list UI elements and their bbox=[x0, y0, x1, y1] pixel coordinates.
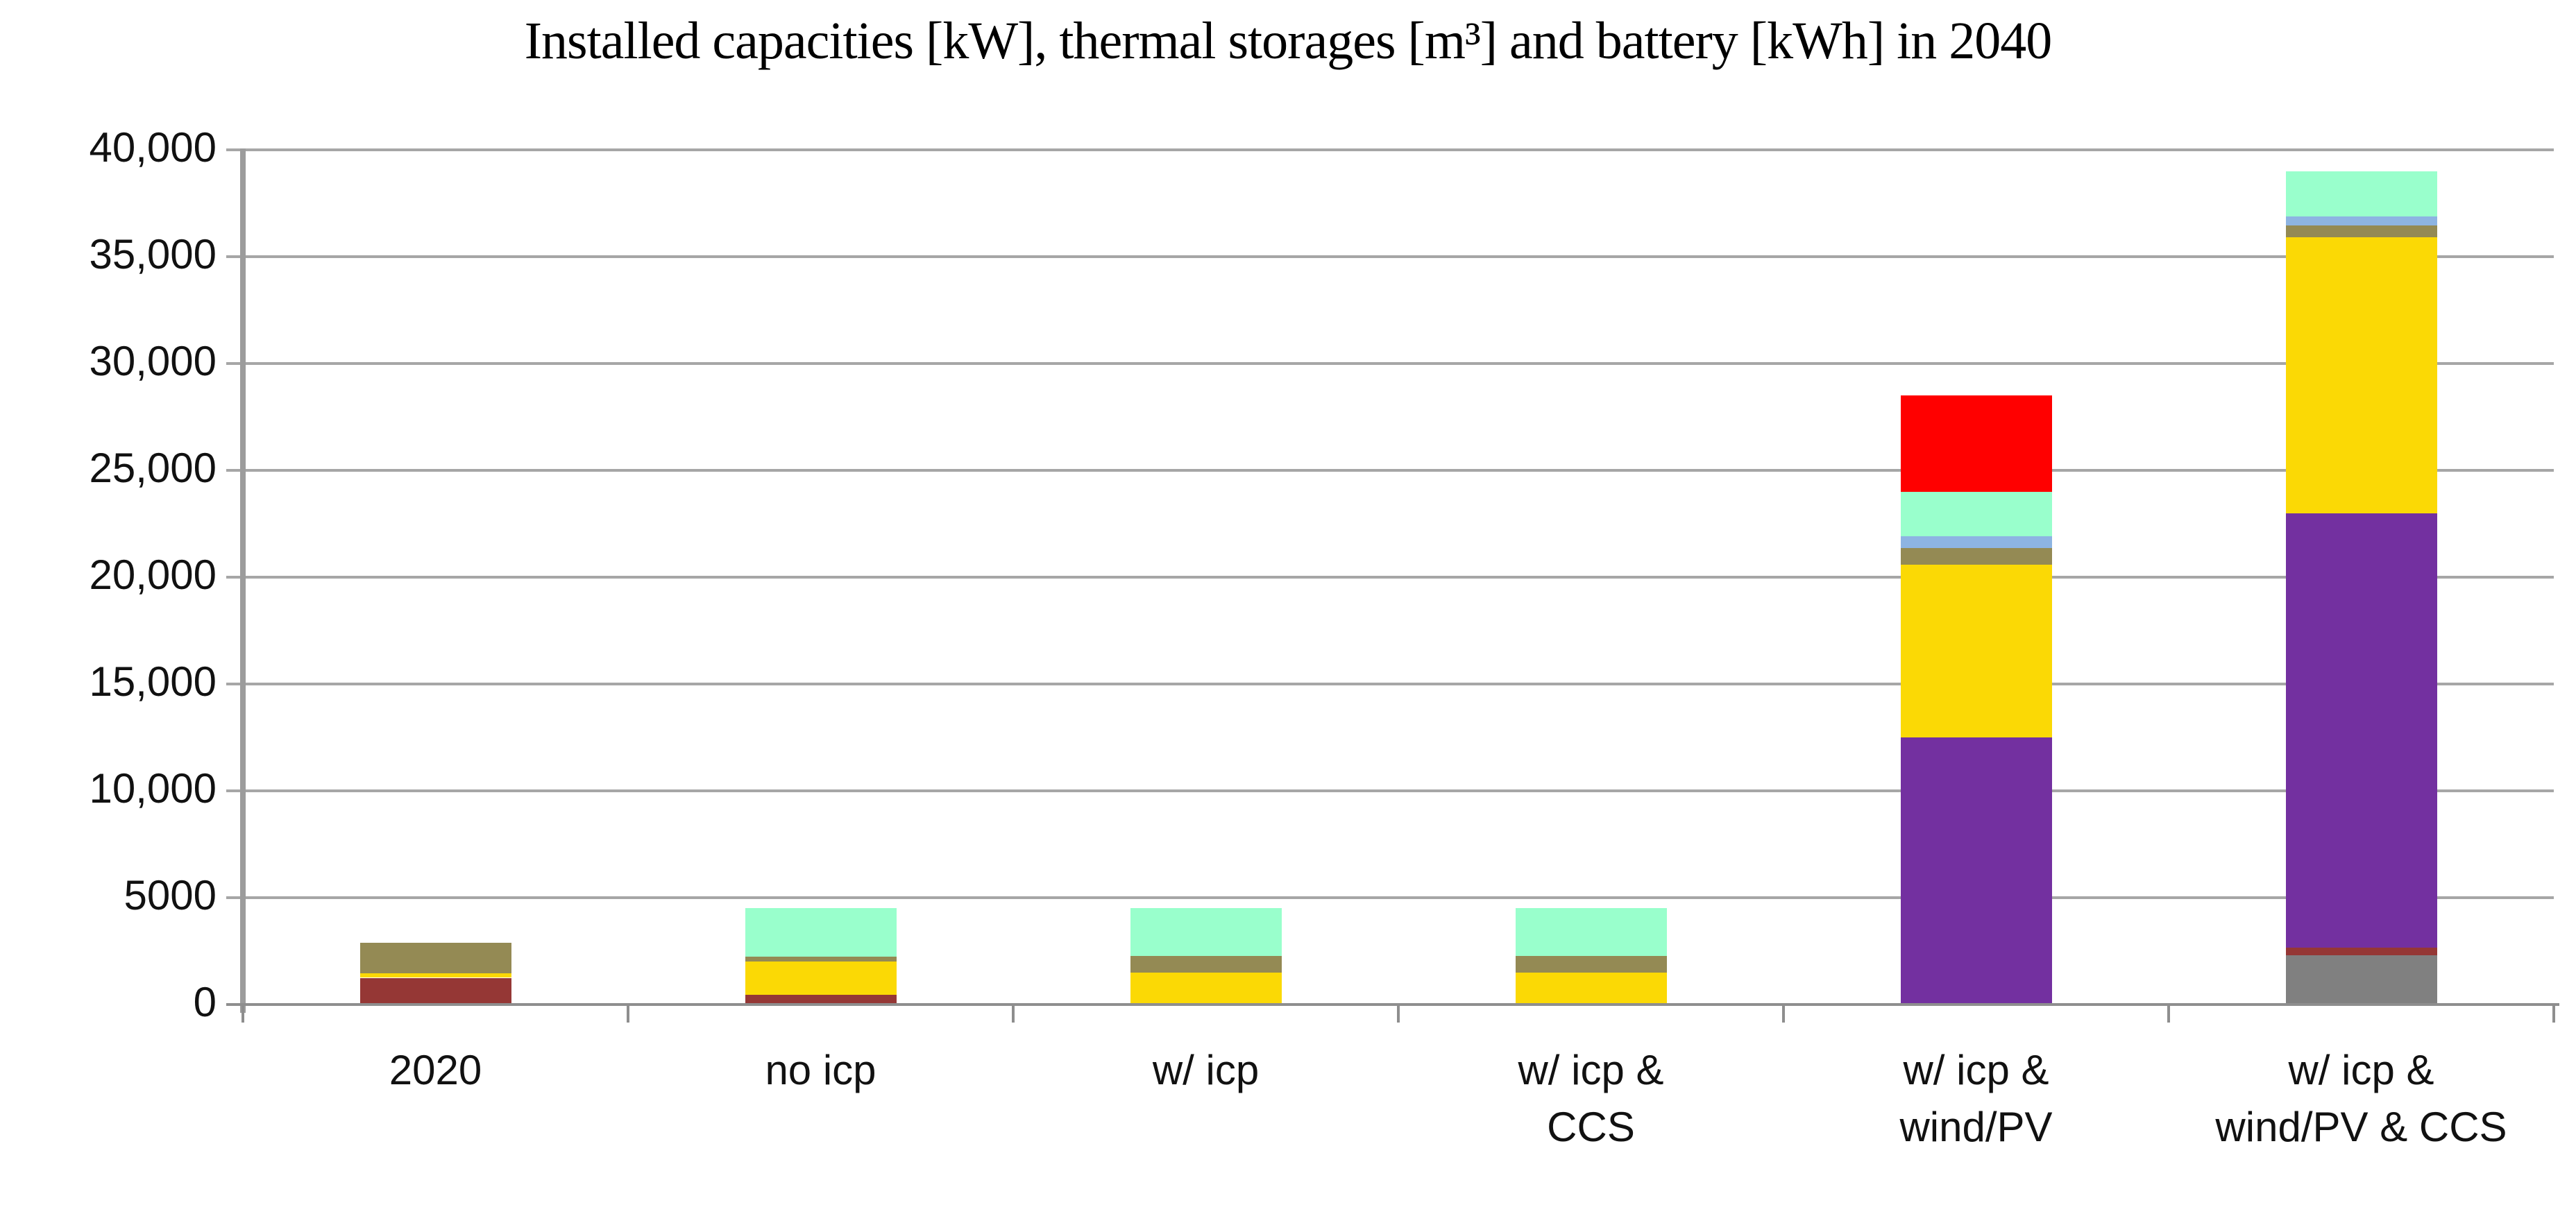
bar-no-icp-yellow-segment bbox=[745, 962, 897, 995]
gridline-y-30000 bbox=[226, 362, 2554, 365]
x-axis-tick-1 bbox=[627, 1005, 629, 1023]
x-category-label-w-icp-wind-pv: w/ icp & wind/PV bbox=[1783, 1042, 2169, 1156]
y-tick-label-5000: 5000 bbox=[124, 872, 217, 918]
x-category-label-line: w/ icp & bbox=[1518, 1047, 1664, 1093]
x-axis-line bbox=[226, 1003, 2559, 1006]
y-tick-label-20,000: 20,000 bbox=[89, 552, 217, 598]
x-axis-tick-0 bbox=[242, 1005, 244, 1023]
bar-w-icp-yellow-segment bbox=[1130, 972, 1282, 1005]
gridline-y-25000 bbox=[226, 469, 2554, 472]
bar-no-icp-dark-red-segment bbox=[745, 995, 897, 1005]
x-category-label-w-icp-wind-pv-ccs: w/ icp & wind/PV & CCS bbox=[2169, 1042, 2554, 1156]
bar-no-icp-olive-segment bbox=[745, 956, 897, 962]
gridline-y-20000 bbox=[226, 576, 2554, 579]
bar-2020-yellow-segment bbox=[359, 973, 511, 978]
x-category-label-line: 2020 bbox=[389, 1047, 482, 1093]
bar-w-icp-wind-pv-ccs-dark-red-segment bbox=[2285, 948, 2437, 956]
x-category-label-line: w/ icp bbox=[1152, 1047, 1260, 1093]
gridline-y-15000 bbox=[226, 683, 2554, 685]
bar-w-icp-wind-pv-ccs-blue-segment bbox=[2285, 216, 2437, 226]
x-category-label-w-icp-ccs: w/ icp & CCS bbox=[1398, 1042, 1783, 1156]
x-category-label-line: wind/PV bbox=[1899, 1104, 2053, 1150]
x-category-label-line: w/ icp & bbox=[2288, 1047, 2434, 1093]
bar-2020-olive-segment bbox=[359, 942, 511, 974]
x-category-label-no-icp: no icp bbox=[628, 1042, 1013, 1099]
x-category-label-2020: 2020 bbox=[243, 1042, 628, 1099]
bar-w-icp-wind-pv-olive-segment bbox=[1900, 548, 2052, 565]
bar-no-icp-mint-segment bbox=[745, 908, 897, 957]
x-category-label-line: no icp bbox=[765, 1047, 876, 1093]
bar-w-icp-wind-pv-ccs-purple-segment bbox=[2285, 513, 2437, 948]
y-tick-label-25,000: 25,000 bbox=[89, 445, 217, 491]
bar-w-icp-mint-segment bbox=[1130, 908, 1282, 957]
x-category-label-line: wind/PV & CCS bbox=[2215, 1104, 2507, 1150]
y-axis-line bbox=[240, 148, 246, 1013]
y-tick-label-30,000: 30,000 bbox=[89, 338, 217, 384]
bar-w-icp-ccs-mint-segment bbox=[1515, 908, 1667, 957]
x-axis-tick-5 bbox=[2167, 1005, 2170, 1023]
bar-w-icp-wind-pv-yellow-segment bbox=[1900, 564, 2052, 737]
bar-w-icp-ccs-yellow-segment bbox=[1515, 972, 1667, 1005]
bar-w-icp-wind-pv-ccs-olive-segment bbox=[2285, 225, 2437, 238]
y-tick-label-10,000: 10,000 bbox=[89, 765, 217, 812]
y-tick-label-40,000: 40,000 bbox=[89, 124, 217, 171]
gridline-y-5000 bbox=[226, 896, 2554, 899]
bar-w-icp-wind-pv-red-segment bbox=[1900, 395, 2052, 492]
bar-w-icp-wind-pv-mint-segment bbox=[1900, 491, 2052, 536]
chart-title: Installed capacities [kW], thermal stora… bbox=[524, 12, 2053, 70]
y-tick-label-15,000: 15,000 bbox=[89, 658, 217, 705]
y-tick-label-35,000: 35,000 bbox=[89, 231, 217, 277]
bar-w-icp-wind-pv-ccs-mint-segment bbox=[2285, 171, 2437, 217]
gridline-y-10000 bbox=[226, 789, 2554, 792]
x-axis-tick-2 bbox=[1012, 1005, 1015, 1023]
bar-w-icp-wind-pv-purple-segment bbox=[1900, 737, 2052, 1005]
bar-w-icp-wind-pv-blue-segment bbox=[1900, 536, 2052, 549]
x-axis-tick-6 bbox=[2552, 1005, 2555, 1023]
x-category-label-w-icp: w/ icp bbox=[1013, 1042, 1398, 1099]
bar-2020-dark-red-segment bbox=[359, 977, 511, 1005]
x-axis-tick-4 bbox=[1782, 1005, 1785, 1023]
gridline-y-35000 bbox=[226, 255, 2554, 258]
bar-w-icp-wind-pv-ccs-gray-segment bbox=[2285, 955, 2437, 1005]
bar-w-icp-ccs-olive-segment bbox=[1515, 956, 1667, 973]
y-tick-label-0: 0 bbox=[193, 979, 217, 1025]
x-axis-tick-3 bbox=[1397, 1005, 1400, 1023]
x-category-label-line: CCS bbox=[1547, 1104, 1635, 1150]
gridline-y-40000 bbox=[226, 148, 2554, 151]
bar-w-icp-olive-segment bbox=[1130, 956, 1282, 973]
x-category-label-line: w/ icp & bbox=[1903, 1047, 2049, 1093]
bar-w-icp-wind-pv-ccs-yellow-segment bbox=[2285, 237, 2437, 513]
